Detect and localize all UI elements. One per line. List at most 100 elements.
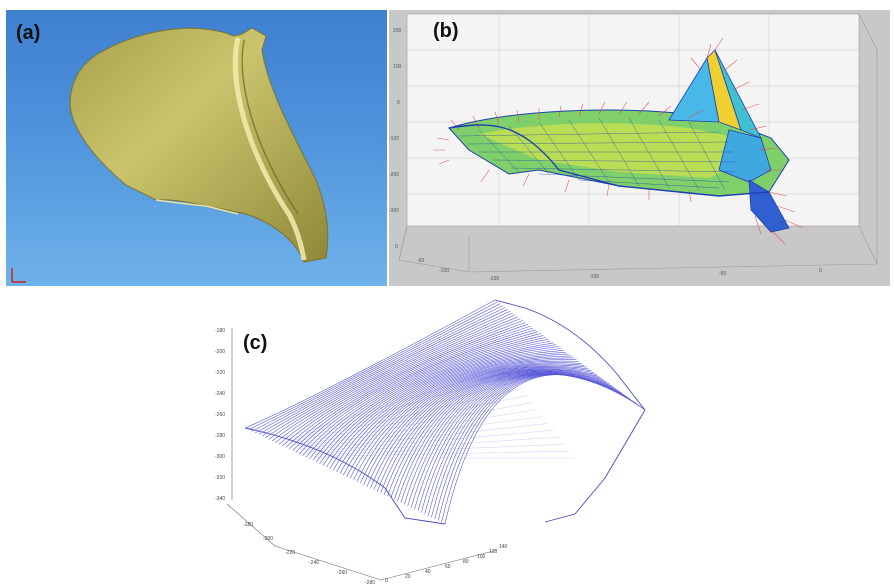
c-y-tick-4: -260 bbox=[337, 570, 347, 576]
b-z-tick-0: 200 bbox=[393, 28, 402, 34]
b-y-tick-0: 0 bbox=[395, 244, 398, 250]
wire-line bbox=[434, 374, 638, 520]
b-x-tick-2: -50 bbox=[719, 271, 726, 277]
wire-line bbox=[404, 372, 615, 505]
c-x-tick-5: 100 bbox=[477, 554, 486, 560]
normal-vectors bbox=[433, 37, 804, 245]
c-z-tick-2: -220 bbox=[215, 370, 225, 376]
panel-b-label: (b) bbox=[433, 20, 459, 42]
wire-line bbox=[346, 355, 572, 477]
wire-line bbox=[275, 316, 519, 443]
wire-cross-line bbox=[298, 409, 538, 448]
panel-c-wireframe-plot: -180 -200 -220 -240 -260 -280 -300 -320 … bbox=[205, 288, 705, 587]
wire-cross-line bbox=[294, 395, 527, 445]
wire-line bbox=[343, 353, 569, 476]
shell-fold-shadow bbox=[241, 39, 299, 215]
wire-line bbox=[329, 346, 559, 469]
wire-line bbox=[332, 348, 562, 471]
c-x-tick-7: 140 bbox=[499, 544, 508, 550]
wire-line bbox=[251, 303, 501, 432]
wire-line bbox=[258, 307, 506, 435]
wire-cross-line bbox=[303, 423, 549, 451]
cad-surface-render bbox=[11, 27, 329, 283]
c-y-tick-3: -240 bbox=[309, 560, 319, 566]
wire-outline bbox=[244, 299, 646, 525]
c-z-tick-1: -200 bbox=[215, 349, 225, 355]
wire-line bbox=[393, 370, 607, 500]
wire-cross-line bbox=[312, 450, 570, 457]
wire-line bbox=[437, 374, 641, 521]
c-z-tick-8: -340 bbox=[215, 496, 225, 502]
coordinate-axes-icon bbox=[11, 268, 26, 283]
wire-line bbox=[295, 327, 534, 453]
wire-line bbox=[336, 350, 564, 473]
c-x-tick-1: 20 bbox=[405, 574, 411, 580]
panel-c-label: (c) bbox=[243, 332, 268, 354]
wire-cross-line bbox=[287, 374, 511, 440]
b-z-tick-3: -100 bbox=[389, 136, 399, 142]
wire-cross-line bbox=[291, 388, 522, 443]
panel-a-label: (a) bbox=[16, 22, 41, 44]
wire-line bbox=[322, 342, 554, 466]
wire-line bbox=[353, 359, 577, 481]
c-y-tick-1: -200 bbox=[263, 536, 273, 542]
wire-line bbox=[248, 301, 498, 430]
wire-line bbox=[282, 320, 524, 447]
wire-line bbox=[349, 357, 574, 479]
wire-line bbox=[288, 323, 529, 450]
c-z-tick-5: -280 bbox=[215, 433, 225, 439]
wire-outline-left bbox=[244, 427, 446, 525]
wire-line bbox=[444, 374, 646, 525]
wire-line bbox=[390, 370, 605, 499]
mesh-inner-region bbox=[479, 123, 749, 178]
wire-line bbox=[319, 340, 551, 464]
panel-a-cad-view: (a) bbox=[6, 10, 387, 286]
b-x-tick-0: -150 bbox=[489, 276, 499, 282]
wire-line bbox=[244, 299, 496, 429]
wire-cross-line bbox=[308, 436, 559, 454]
wire-line bbox=[271, 314, 516, 442]
surface-plot-3d: 200 100 0 -100 -200 -300 -150 -100 -50 0… bbox=[389, 13, 878, 282]
c-z-tick-3: -240 bbox=[215, 391, 225, 397]
b-z-tick-5: -300 bbox=[389, 208, 399, 214]
wire-line bbox=[285, 322, 526, 448]
b-z-tick-4: -200 bbox=[389, 172, 399, 178]
c-x-tick-6: 120 bbox=[489, 549, 498, 555]
b-z-tick-2: 0 bbox=[397, 100, 400, 106]
wire-line bbox=[326, 344, 557, 468]
b-x-tick-3: 0 bbox=[819, 268, 822, 274]
mesh-right-face bbox=[718, 129, 772, 183]
wire-line bbox=[421, 373, 628, 513]
wire-line bbox=[376, 367, 595, 492]
mesh-grid-cols bbox=[478, 117, 726, 191]
axis-lines bbox=[226, 328, 498, 581]
wire-outline-right bbox=[494, 299, 646, 523]
wire-cross-line bbox=[305, 430, 554, 453]
wire-line bbox=[292, 325, 531, 452]
wire-line bbox=[268, 312, 513, 440]
panel-b-surface-plot: 200 100 0 -100 -200 -300 -150 -100 -50 0… bbox=[389, 10, 890, 286]
wire-line bbox=[363, 363, 585, 486]
wire-line bbox=[373, 366, 592, 490]
wire-line bbox=[298, 329, 536, 455]
wire-line bbox=[302, 331, 539, 456]
wire-line bbox=[255, 305, 503, 434]
shell-fold-highlight bbox=[232, 37, 307, 261]
wire-line bbox=[309, 335, 544, 460]
shell-lower-edge bbox=[155, 199, 239, 215]
wire-line bbox=[360, 362, 582, 484]
c-z-tick-6: -300 bbox=[215, 454, 225, 460]
wire-line bbox=[366, 364, 587, 487]
wire-line bbox=[383, 369, 600, 495]
wire-line bbox=[339, 351, 567, 474]
shell-surface bbox=[69, 27, 329, 263]
wire-cross-line bbox=[289, 381, 516, 442]
b-x-tick-1: -100 bbox=[589, 274, 599, 280]
b-y-tick-1: -50 bbox=[417, 258, 424, 264]
c-y-tick-2: -220 bbox=[285, 550, 295, 556]
c-x-tick-4: 80 bbox=[463, 559, 469, 565]
wire-line bbox=[387, 369, 602, 497]
b-z-tick-1: 100 bbox=[393, 64, 402, 70]
c-y-tick-5: -280 bbox=[365, 580, 375, 586]
wire-line bbox=[370, 365, 590, 489]
